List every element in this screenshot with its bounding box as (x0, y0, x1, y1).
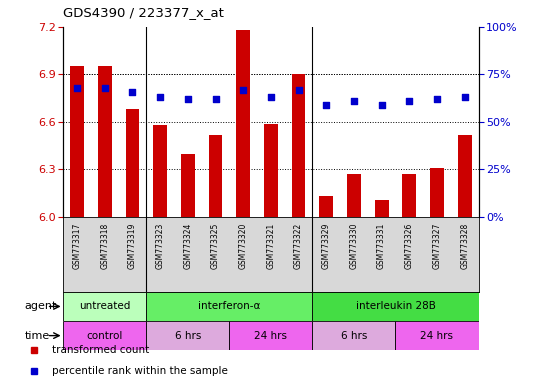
Text: interleukin 28B: interleukin 28B (355, 301, 436, 311)
Bar (264, 124, 278, 217)
Text: GDS4390 / 223377_x_at: GDS4390 / 223377_x_at (63, 6, 224, 19)
Point (350, 98, 359, 104)
Bar (312, 292, 478, 321)
Bar (375, 200, 388, 217)
Text: transformed count: transformed count (52, 345, 149, 355)
Text: GSM773331: GSM773331 (377, 223, 386, 269)
Text: GSM773324: GSM773324 (183, 223, 192, 269)
Bar (430, 168, 444, 217)
Bar (98, 66, 112, 217)
Text: GSM773327: GSM773327 (432, 223, 442, 269)
Point (239, 86, 248, 93)
Bar (395, 321, 478, 350)
Bar (181, 154, 195, 217)
Bar (153, 125, 167, 217)
Bar (347, 174, 361, 217)
Text: control: control (86, 331, 123, 341)
Point (405, 98, 414, 104)
Text: GSM773329: GSM773329 (322, 223, 331, 269)
Point (183, 96, 192, 102)
Text: GSM773323: GSM773323 (156, 223, 164, 269)
Point (156, 94, 164, 100)
Bar (125, 109, 139, 217)
Bar (229, 321, 312, 350)
Bar (63, 321, 146, 350)
Text: GSM773318: GSM773318 (100, 223, 109, 269)
Text: GSM773317: GSM773317 (73, 223, 81, 269)
Text: 6 hrs: 6 hrs (175, 331, 201, 341)
Text: agent: agent (25, 301, 57, 311)
Text: 24 hrs: 24 hrs (421, 331, 453, 341)
Point (73, 84, 81, 91)
Text: percentile rank within the sample: percentile rank within the sample (52, 366, 228, 376)
Text: time: time (25, 331, 50, 341)
Bar (312, 321, 395, 350)
Text: GSM773322: GSM773322 (294, 223, 303, 269)
Text: 24 hrs: 24 hrs (254, 331, 287, 341)
Text: GSM773326: GSM773326 (405, 223, 414, 269)
Point (266, 94, 275, 100)
Point (294, 86, 303, 93)
Bar (236, 30, 250, 217)
Text: GSM773320: GSM773320 (239, 223, 248, 269)
Text: untreated: untreated (79, 301, 130, 311)
Point (100, 84, 109, 91)
Bar (146, 321, 229, 350)
Bar (403, 174, 416, 217)
Bar (146, 292, 312, 321)
Text: 6 hrs: 6 hrs (341, 331, 367, 341)
Bar (63, 292, 146, 321)
Text: GSM773325: GSM773325 (211, 223, 220, 269)
Point (433, 96, 442, 102)
Point (128, 88, 137, 94)
Bar (320, 196, 333, 217)
Point (211, 96, 220, 102)
Point (460, 94, 469, 100)
Point (377, 102, 386, 108)
Text: GSM773321: GSM773321 (266, 223, 276, 269)
Text: GSM773328: GSM773328 (460, 223, 469, 269)
Point (322, 102, 331, 108)
Bar (458, 135, 471, 217)
Text: GSM773330: GSM773330 (349, 223, 359, 270)
Bar (292, 74, 305, 217)
Bar (208, 135, 222, 217)
Text: GSM773319: GSM773319 (128, 223, 137, 269)
Text: interferon-α: interferon-α (198, 301, 261, 311)
Bar (70, 66, 84, 217)
